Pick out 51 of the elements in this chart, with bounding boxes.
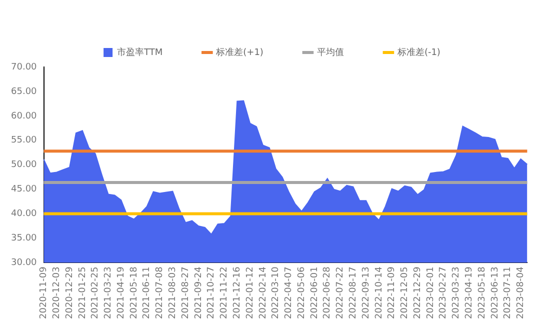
- x-tick-label: 2021-05-18: [129, 266, 140, 320]
- x-tick-label: 2022-12-29: [412, 266, 423, 320]
- x-tick-label: 2021-09-24: [194, 266, 204, 320]
- x-tick-label: 2021-10-27: [206, 266, 217, 320]
- legend-label: 市盈率TTM: [117, 46, 163, 58]
- x-tick-label: 2022-06-28: [322, 266, 333, 320]
- x-tick-label: 2021-08-03: [168, 266, 178, 320]
- x-tick-label: 2023-07-11: [503, 266, 514, 320]
- x-tick-label: 2021-02-25: [90, 266, 101, 320]
- x-tick-label: 2021-07-08: [155, 266, 166, 320]
- x-tick-label: 2022-01-12: [245, 266, 256, 320]
- y-tick-label: 40.00: [11, 209, 38, 220]
- x-tick-label: 2022-10-14: [374, 266, 384, 320]
- x-tick-label: 2022-06-01: [310, 266, 320, 320]
- x-tick-label: 2021-01-25: [78, 266, 88, 320]
- y-tick-label: 30.00: [11, 258, 38, 268]
- x-tick-label: 2021-04-19: [116, 266, 126, 320]
- x-tick-label: 2020-12-03: [52, 266, 62, 320]
- y-tick-label: 65.00: [11, 86, 38, 97]
- legend-label: 平均值: [316, 46, 344, 58]
- x-tick-label: 2022-04-07: [284, 266, 294, 320]
- legend-label: 标准差(+1): [215, 46, 264, 58]
- x-tick-label: 2023-03-23: [452, 266, 462, 320]
- x-tick-label: 2020-11-09: [39, 266, 50, 320]
- x-tick-label: 2021-03-23: [104, 266, 114, 320]
- x-tick-label: 2023-02-01: [426, 266, 436, 320]
- x-tick-label: 2023-04-19: [464, 266, 475, 320]
- y-tick-label: 35.00: [11, 234, 38, 244]
- x-tick-label: 2023-02-27: [438, 266, 449, 320]
- x-tick-label: 2023-05-18: [477, 266, 488, 320]
- x-tick-label: 2023-06-13: [490, 266, 500, 320]
- x-tick-label: 2022-11-09: [387, 266, 398, 320]
- x-tick-label: 2021-12-16: [232, 266, 242, 320]
- y-tick-label: 50.00: [11, 160, 38, 170]
- x-tick-label: 2022-07-22: [336, 266, 346, 320]
- x-tick-label: 2021-08-27: [180, 266, 191, 320]
- y-tick-label: 60.00: [11, 111, 38, 122]
- x-tick-label: 2021-11-22: [220, 266, 230, 320]
- x-tick-label: 2022-05-06: [296, 266, 307, 320]
- x-tick-label: 2022-09-13: [361, 266, 372, 320]
- x-tick-label: 2022-03-10: [271, 266, 282, 320]
- x-tick-label: 2022-12-05: [400, 266, 410, 320]
- x-tick-label: 2020-12-29: [64, 266, 75, 320]
- x-tick-label: 2022-02-14: [258, 266, 268, 320]
- x-tick-label: 2023-08-04: [516, 266, 526, 320]
- y-tick-label: 70.00: [11, 62, 38, 72]
- x-tick-label: 2022-08-17: [348, 266, 359, 320]
- y-tick-label: 55.00: [11, 136, 38, 146]
- y-tick-label: 45.00: [11, 184, 38, 195]
- x-tick-label: 2021-06-11: [142, 266, 152, 320]
- legend-label: 标准差(-1): [396, 46, 440, 58]
